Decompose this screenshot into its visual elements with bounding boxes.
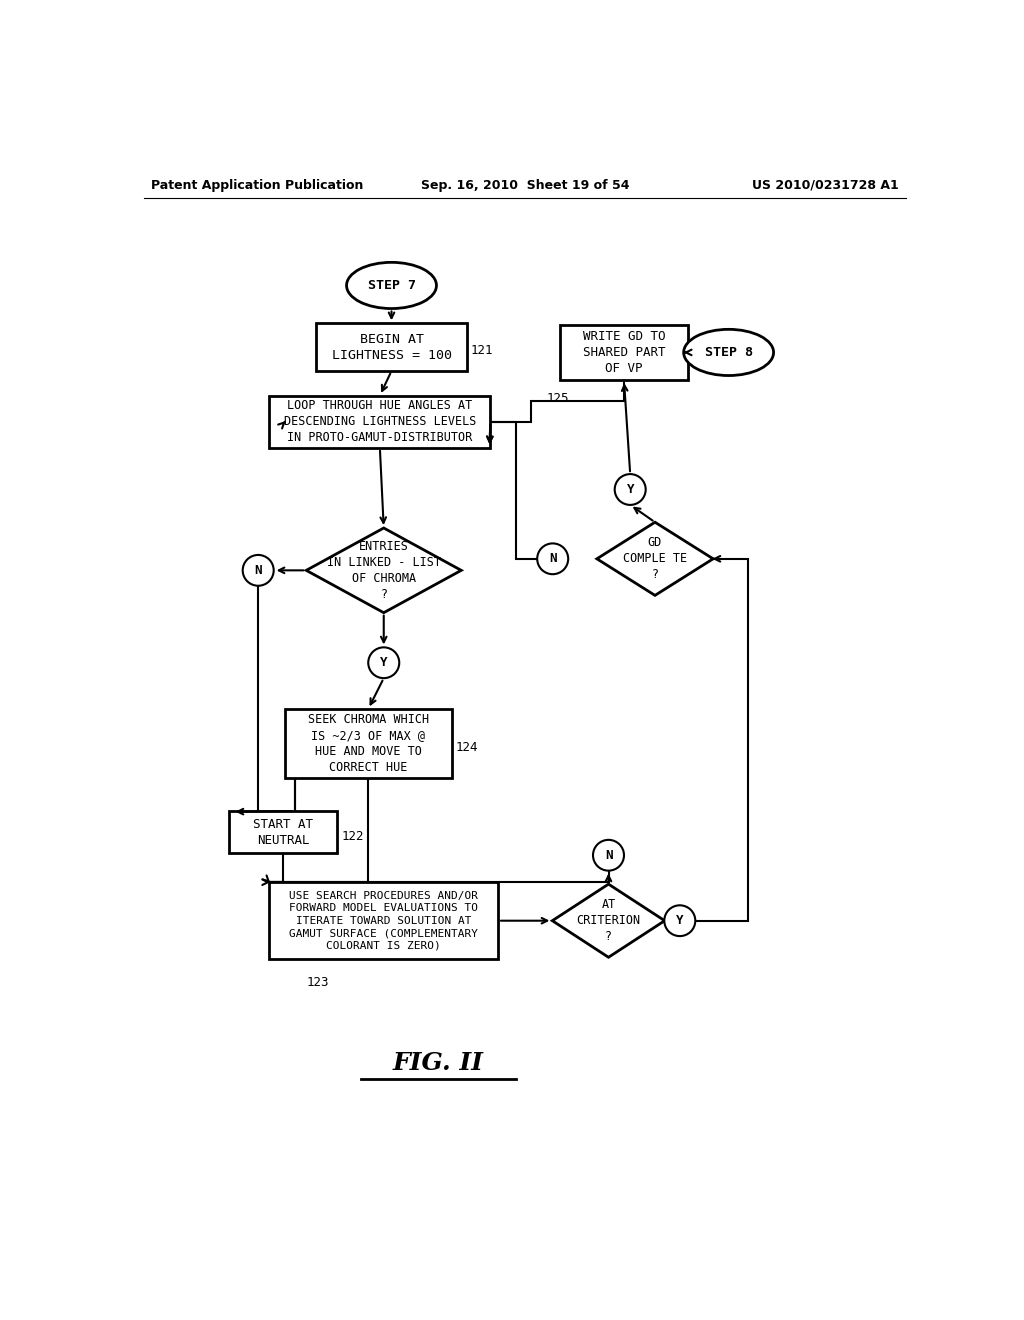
Text: GD
COMPLE TE
?: GD COMPLE TE ? bbox=[623, 536, 687, 581]
Circle shape bbox=[593, 840, 624, 871]
Text: 125: 125 bbox=[547, 392, 569, 405]
Text: LOOP THROUGH HUE ANGLES AT
DESCENDING LIGHTNESS LEVELS
IN PROTO-GAMUT-DISTRIBUTO: LOOP THROUGH HUE ANGLES AT DESCENDING LI… bbox=[284, 399, 476, 445]
Circle shape bbox=[614, 474, 646, 504]
Text: 121: 121 bbox=[471, 345, 494, 358]
FancyBboxPatch shape bbox=[269, 882, 498, 960]
FancyBboxPatch shape bbox=[560, 325, 688, 380]
Ellipse shape bbox=[346, 263, 436, 309]
Text: 123: 123 bbox=[306, 975, 329, 989]
Text: 124: 124 bbox=[456, 741, 478, 754]
FancyBboxPatch shape bbox=[269, 396, 490, 447]
Circle shape bbox=[243, 554, 273, 586]
Text: STEP 8: STEP 8 bbox=[705, 346, 753, 359]
Text: AT
CRITERION
?: AT CRITERION ? bbox=[577, 898, 641, 944]
Text: USE SEARCH PROCEDURES AND/OR
FORWARD MODEL EVALUATIONS TO
ITERATE TOWARD SOLUTIO: USE SEARCH PROCEDURES AND/OR FORWARD MOD… bbox=[289, 891, 478, 950]
Text: ENTRIES
IN LINKED - LIST
OF CHROMA
?: ENTRIES IN LINKED - LIST OF CHROMA ? bbox=[327, 540, 440, 601]
Text: Y: Y bbox=[380, 656, 387, 669]
Text: 122: 122 bbox=[341, 829, 364, 842]
Text: Sep. 16, 2010  Sheet 19 of 54: Sep. 16, 2010 Sheet 19 of 54 bbox=[421, 178, 629, 191]
Text: SEEK CHROMA WHICH
IS ~2/3 OF MAX @
HUE AND MOVE TO
CORRECT HUE: SEEK CHROMA WHICH IS ~2/3 OF MAX @ HUE A… bbox=[307, 713, 429, 774]
Circle shape bbox=[665, 906, 695, 936]
FancyBboxPatch shape bbox=[285, 709, 452, 779]
Circle shape bbox=[538, 544, 568, 574]
Text: N: N bbox=[605, 849, 612, 862]
Text: N: N bbox=[254, 564, 262, 577]
FancyBboxPatch shape bbox=[228, 810, 337, 853]
Text: Patent Application Publication: Patent Application Publication bbox=[152, 178, 364, 191]
Polygon shape bbox=[552, 884, 665, 957]
Text: STEP 7: STEP 7 bbox=[368, 279, 416, 292]
Text: START AT
NEUTRAL: START AT NEUTRAL bbox=[253, 817, 313, 846]
Text: N: N bbox=[549, 552, 556, 565]
FancyBboxPatch shape bbox=[316, 323, 467, 371]
Polygon shape bbox=[597, 523, 713, 595]
Ellipse shape bbox=[684, 330, 773, 376]
Text: Y: Y bbox=[676, 915, 684, 927]
Polygon shape bbox=[306, 528, 461, 612]
Text: Y: Y bbox=[627, 483, 634, 496]
Text: FIG. II: FIG. II bbox=[392, 1051, 483, 1076]
Text: WRITE GD TO
SHARED PART
OF VP: WRITE GD TO SHARED PART OF VP bbox=[583, 330, 666, 375]
Text: BEGIN AT
LIGHTNESS = 100: BEGIN AT LIGHTNESS = 100 bbox=[332, 333, 452, 362]
Text: US 2010/0231728 A1: US 2010/0231728 A1 bbox=[752, 178, 898, 191]
Circle shape bbox=[369, 647, 399, 678]
